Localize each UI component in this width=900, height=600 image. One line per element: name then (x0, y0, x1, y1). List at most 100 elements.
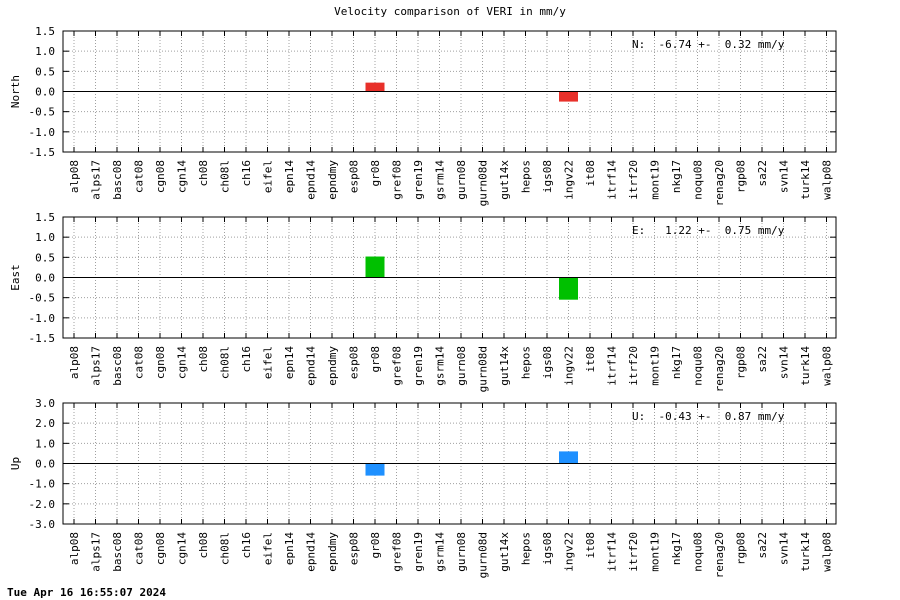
x-tick-label: gut14x (498, 532, 511, 572)
y-axis-label: East (9, 264, 22, 291)
x-tick-label: itrf14 (606, 532, 619, 572)
x-tick-label: gsrm14 (434, 532, 447, 572)
y-tick-label: 2.0 (35, 417, 55, 430)
bar-ingv22 (559, 91, 578, 102)
x-tick-label: it08 (584, 160, 597, 187)
x-tick-label: svn14 (778, 160, 791, 193)
x-tick-label: epnd14 (305, 346, 318, 386)
y-tick-label: 1.5 (35, 25, 55, 38)
x-tick-label: rgp08 (735, 160, 748, 193)
x-tick-label: igs08 (541, 160, 554, 193)
x-tick-label: itrf20 (627, 532, 640, 572)
x-tick-label: noqu08 (692, 346, 705, 386)
x-tick-label: alp08 (68, 346, 81, 379)
y-tick-label: 0.0 (35, 458, 55, 471)
x-tick-label: ch16 (240, 346, 253, 373)
y-tick-label: -2.0 (29, 498, 56, 511)
x-tick-label: alp08 (68, 160, 81, 193)
plot-frame (62, 30, 837, 153)
x-tick-label: walp08 (821, 532, 834, 572)
y-tick-label: 3.0 (35, 397, 55, 410)
x-tick-label: basc08 (111, 160, 124, 200)
x-tick-label: gref08 (391, 160, 404, 200)
x-tick-label: rgp08 (735, 346, 748, 379)
y-tick-label: 1.0 (35, 437, 55, 450)
x-tick-label: gsrm14 (434, 346, 447, 386)
plot-frame (62, 402, 837, 525)
velocity-annotation: N: -6.74 +- 0.32 mm/y (632, 38, 785, 51)
x-tick-label: walp08 (821, 346, 834, 386)
x-tick-label: cgn14 (176, 160, 189, 193)
x-tick-label: svn14 (778, 532, 791, 565)
y-tick-label: 1.0 (35, 45, 55, 58)
x-tick-label: walp08 (821, 160, 834, 200)
x-tick-label: gsrm14 (434, 160, 447, 200)
x-tick-label: gref08 (391, 532, 404, 572)
x-tick-label: noqu08 (692, 532, 705, 572)
page-title: Velocity comparison of VERI in mm/y (334, 5, 566, 18)
x-tick-label: ingv22 (563, 532, 576, 572)
bar-gr08 (365, 463, 385, 476)
y-tick-label: 0.0 (35, 272, 55, 285)
x-tick-label: cgn08 (154, 160, 167, 193)
bar-gr08 (365, 82, 385, 92)
y-tick-label: 0.5 (35, 251, 55, 264)
y-tick-label: -1.5 (29, 146, 56, 159)
x-tick-label: sa22 (756, 532, 769, 559)
x-tick-label: renag20 (713, 160, 726, 206)
x-tick-label: renag20 (713, 532, 726, 578)
x-tick-label: ch08 (197, 532, 210, 559)
x-tick-label: epn14 (283, 346, 296, 379)
x-tick-label: itrf14 (606, 160, 619, 200)
chart-panel-north: 1.5 1.0 0.5 0.0 -0.5 -1.0 -1.5 alp08 alps17 basc0… (9, 25, 837, 206)
x-tick-label: ch08l (219, 160, 232, 193)
x-tick-label: eifel (262, 532, 275, 565)
x-tick-label: nkg17 (670, 346, 683, 379)
bar-ingv22 (559, 451, 578, 464)
x-tick-label: hepos (520, 346, 533, 379)
x-tick-label: ingv22 (563, 346, 576, 386)
x-tick-label: epn14 (283, 532, 296, 565)
velocity-annotation: E: 1.22 +- 0.75 mm/y (632, 224, 785, 237)
x-tick-label: itrf20 (627, 160, 640, 200)
x-tick-label: gren19 (412, 346, 425, 386)
x-tick-label: renag20 (713, 346, 726, 392)
x-tick-label: mont19 (649, 160, 662, 200)
x-tick-label: gr08 (369, 160, 382, 187)
x-tick-label: turk14 (799, 346, 812, 386)
x-tick-label: gr08 (369, 346, 382, 373)
y-tick-label: -1.0 (29, 126, 56, 139)
x-tick-label: sa22 (756, 160, 769, 187)
x-tick-label: itrf20 (627, 346, 640, 386)
x-tick-label: epn14 (283, 160, 296, 193)
x-tick-label: hepos (520, 160, 533, 193)
x-tick-label: itrf14 (606, 346, 619, 386)
y-tick-label: -3.0 (29, 518, 56, 531)
x-tick-label: alps17 (90, 346, 103, 386)
x-tick-label: ch08 (197, 160, 210, 187)
x-tick-label: gut14x (498, 160, 511, 200)
x-tick-label: rgp08 (735, 532, 748, 565)
chart-panel-east: 1.5 1.0 0.5 0.0 -0.5 -1.0 -1.5 alp08 alps17 basc0… (9, 211, 837, 392)
x-tick-label: esp08 (348, 532, 361, 565)
x-tick-label: epndmy (326, 346, 339, 386)
x-tick-label: eifel (262, 160, 275, 193)
x-tick-label: nkg17 (670, 160, 683, 193)
x-tick-label: esp08 (348, 160, 361, 193)
x-tick-label: basc08 (111, 346, 124, 386)
x-tick-label: gut14x (498, 346, 511, 386)
y-tick-label: 1.5 (35, 211, 55, 224)
y-tick-label: -1.5 (29, 332, 56, 345)
x-tick-label: gurn08 (455, 346, 468, 386)
x-tick-label: ch16 (240, 532, 253, 559)
x-tick-label: gref08 (391, 346, 404, 386)
y-tick-label: -0.5 (29, 292, 56, 305)
y-axis-label: Up (9, 457, 22, 470)
x-tick-label: alp08 (68, 532, 81, 565)
x-tick-label: cgn08 (154, 532, 167, 565)
y-tick-label: -0.5 (29, 106, 56, 119)
velocity-annotation: U: -0.43 +- 0.87 mm/y (632, 410, 785, 423)
x-tick-label: epnd14 (305, 160, 318, 200)
y-tick-label: 0.5 (35, 65, 55, 78)
x-tick-label: esp08 (348, 346, 361, 379)
